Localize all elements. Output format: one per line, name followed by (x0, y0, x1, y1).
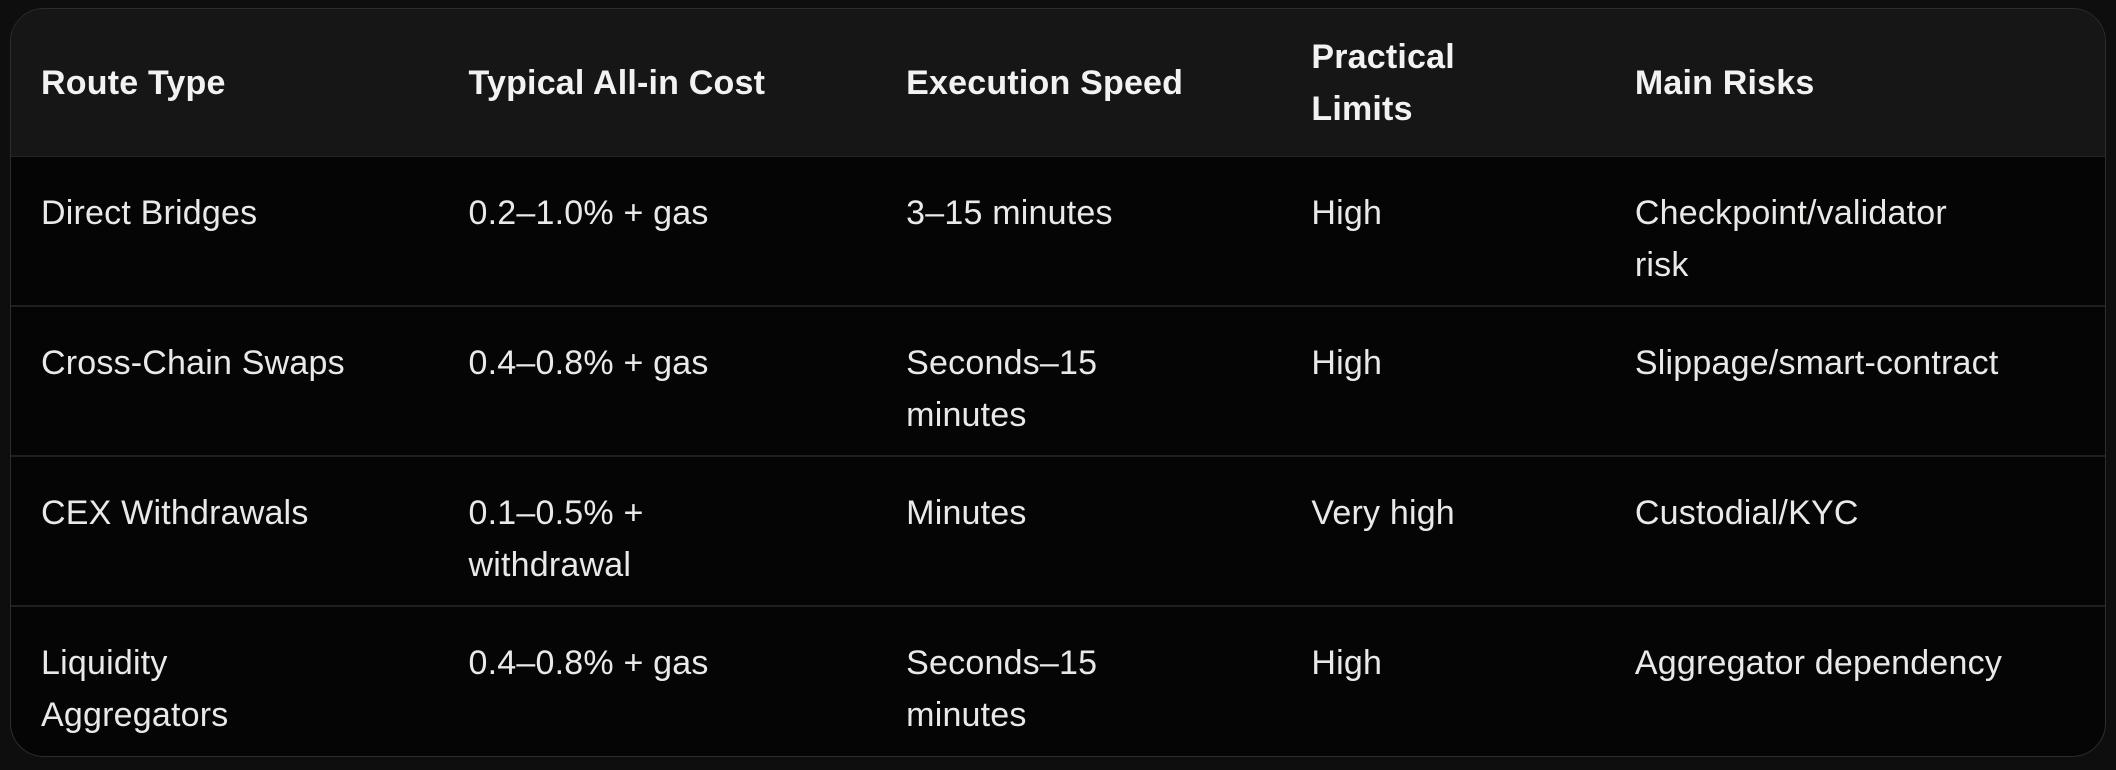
column-header-practical-limits: Practical Limits (1311, 9, 1635, 157)
cell-execution-speed: Minutes (906, 455, 1312, 606)
table-row: Liquidity Aggregators 0.4–0.8% + gas Sec… (11, 605, 2105, 755)
cell-practical-limits: High (1311, 305, 1635, 456)
cell-route-type: CEX Withdrawals (11, 455, 469, 606)
cell-route-type: Liquidity Aggregators (11, 605, 469, 755)
cell-main-risks: Custodial/KYC (1634, 455, 2105, 606)
cell-execution-speed: 3–15 minutes (906, 194, 1113, 232)
cell-execution-speed: Seconds–15 minutes (906, 305, 1312, 456)
comparison-table-card: Route Type Typical All-in Cost Execution… (10, 8, 2106, 757)
route-comparison-table: Route Type Typical All-in Cost Execution… (11, 9, 2105, 755)
cell-main-risks: Slippage/smart-contract (1634, 305, 2105, 456)
cell-route-type: Direct Bridges (41, 194, 258, 232)
cell-practical-limits: Very high (1311, 455, 1635, 606)
table-row: Cross-Chain Swaps 0.4–0.8% + gas Seconds… (11, 305, 2105, 456)
cell-all-in-cost: 0.2–1.0% + gas (468, 194, 709, 232)
cell-main-risks: Aggregator dependency (1634, 605, 2105, 755)
table-row: Direct Bridges 0.2–1.0% + gas 3–15 minut… (11, 157, 2105, 307)
cell-practical-limits: High (1311, 605, 1635, 755)
cell-all-in-cost: 0.4–0.8% + gas (468, 305, 907, 456)
cell-practical-limits: High (1311, 194, 1383, 232)
table-header-row: Route Type Typical All-in Cost Execution… (11, 9, 2105, 157)
cell-main-risks: Checkpoint/validator risk (1634, 194, 1947, 284)
cell-all-in-cost: 0.4–0.8% + gas (468, 605, 907, 755)
cell-execution-speed: Seconds–15 minutes (906, 605, 1312, 755)
cell-all-in-cost: 0.1–0.5% + withdrawal (468, 455, 907, 606)
cell-route-type: Cross-Chain Swaps (11, 305, 469, 456)
column-header-main-risks: Main Risks (1634, 9, 2105, 157)
column-header-execution-speed: Execution Speed (906, 9, 1312, 157)
column-header-typical-all-in-cost: Typical All-in Cost (468, 9, 907, 157)
column-header-route-type: Route Type (11, 9, 469, 157)
table-row: CEX Withdrawals 0.1–0.5% + withdrawal Mi… (11, 455, 2105, 606)
